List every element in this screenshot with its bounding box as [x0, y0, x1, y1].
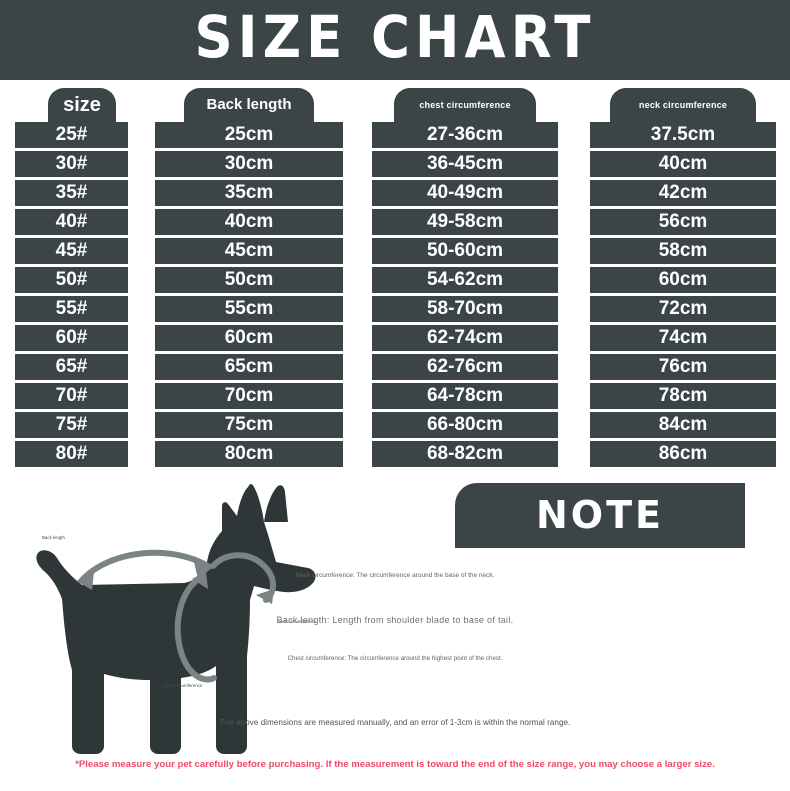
table-column-body-neck-circumference: 37.5cm 40cm 42cm 56cm 58cm 60cm 72cm 74cm 76cm 78…: [590, 122, 776, 470]
column-header-back-length: Back length: [184, 88, 314, 122]
table-cell-back: 30cm: [155, 151, 343, 177]
neck-circumference-arrowhead: [256, 589, 274, 604]
table-column-body-size: 25# 30# 35# 40# 45# 50# 55# 60# 65# 70# 75# 80#: [15, 122, 128, 470]
table-cell-neck: 56cm: [590, 209, 776, 235]
table-cell-chest: 66-80cm: [372, 412, 558, 438]
table-cell-chest: 36-45cm: [372, 151, 558, 177]
table-cell-size: 30#: [15, 151, 128, 177]
table-cell-back: 60cm: [155, 325, 343, 351]
table-cell-back: 65cm: [155, 354, 343, 380]
disclaimer-measure-pet: *Please measure your pet carefully befor…: [75, 759, 715, 770]
note-line-neck-circumference: Neck circumference: The circumference ar…: [295, 572, 495, 579]
table-cell-back: 75cm: [155, 412, 343, 438]
table-column-body-chest-circumference: 27-36cm 36-45cm 40-49cm 49-58cm 50-60cm 54-62…: [372, 122, 558, 470]
diagram-label-neck-circumference: neck circumference: [278, 619, 317, 624]
table-cell-back: 80cm: [155, 441, 343, 467]
diagram-label-back-length: Back length: [42, 535, 65, 540]
chest-circumference-arc: [174, 578, 217, 683]
table-cell-chest: 68-82cm: [372, 441, 558, 467]
dog-silhouette-icon: [36, 484, 316, 754]
note-title: NOTE: [536, 493, 664, 537]
table-cell-size: 75#: [15, 412, 128, 438]
table-cell-size: 35#: [15, 180, 128, 206]
table-cell-back: 50cm: [155, 267, 343, 293]
table-cell-back: 35cm: [155, 180, 343, 206]
table-cell-size: 45#: [15, 238, 128, 264]
table-cell-neck: 76cm: [590, 354, 776, 380]
table-cell-neck: 37.5cm: [590, 122, 776, 148]
table-cell-neck: 74cm: [590, 325, 776, 351]
table-cell-size: 80#: [15, 441, 128, 467]
table-cell-chest: 49-58cm: [372, 209, 558, 235]
table-cell-size: 55#: [15, 296, 128, 322]
dog-ear-shape: [264, 485, 288, 522]
title-band: SIZE CHART: [0, 0, 790, 80]
column-header-size: size: [48, 88, 116, 122]
table-cell-chest: 64-78cm: [372, 383, 558, 409]
table-cell-chest: 40-49cm: [372, 180, 558, 206]
table-cell-neck: 60cm: [590, 267, 776, 293]
note-banner: NOTE: [455, 483, 745, 548]
table-cell-size: 70#: [15, 383, 128, 409]
table-cell-neck: 40cm: [590, 151, 776, 177]
table-cell-size: 25#: [15, 122, 128, 148]
back-length-arrowhead-left: [76, 572, 94, 590]
table-cell-size: 40#: [15, 209, 128, 235]
diagram-label-chest-circumference: chest circumference: [163, 683, 203, 688]
table-cell-chest: 58-70cm: [372, 296, 558, 322]
table-cell-back: 25cm: [155, 122, 343, 148]
table-cell-back: 45cm: [155, 238, 343, 264]
table-cell-size: 50#: [15, 267, 128, 293]
table-cell-neck: 42cm: [590, 180, 776, 206]
table-cell-back: 55cm: [155, 296, 343, 322]
table-cell-neck: 84cm: [590, 412, 776, 438]
page-title: SIZE CHART: [194, 4, 596, 72]
table-cell-neck: 72cm: [590, 296, 776, 322]
table-cell-size: 60#: [15, 325, 128, 351]
table-cell-back: 70cm: [155, 383, 343, 409]
note-line-back-length: Back length: Length from shoulder blade …: [276, 615, 514, 625]
table-cell-neck: 86cm: [590, 441, 776, 467]
back-length-arrow-path: [79, 549, 211, 583]
table-cell-back: 40cm: [155, 209, 343, 235]
disclaimer-manual-measurement: The above dimensions are measured manual…: [219, 718, 571, 727]
table-cell-neck: 78cm: [590, 383, 776, 409]
table-column-body-back-length: 25cm 30cm 35cm 40cm 45cm 50cm 55cm 60cm 65cm 70cm…: [155, 122, 343, 470]
column-header-neck-circumference: neck circumference: [610, 88, 756, 122]
table-cell-chest: 54-62cm: [372, 267, 558, 293]
chest-circumference-arrowhead: [192, 571, 208, 589]
table-cell-size: 65#: [15, 354, 128, 380]
table-cell-chest: 62-74cm: [372, 325, 558, 351]
size-chart-table: size 25# 30# 35# 40# 45# 50# 55# 60# 65# 70# 75# 80…: [0, 80, 790, 478]
table-cell-chest: 62-76cm: [372, 354, 558, 380]
table-cell-neck: 58cm: [590, 238, 776, 264]
note-line-chest-circumference: Chest circumference: The circumference a…: [287, 655, 503, 662]
table-cell-chest: 27-36cm: [372, 122, 558, 148]
table-cell-chest: 50-60cm: [372, 238, 558, 264]
back-length-arrowhead-right: [194, 562, 212, 579]
column-header-chest-circumference: chest circumference: [394, 88, 536, 122]
dog-measurement-diagram: Back length neck circumference chest cir…: [0, 478, 345, 758]
